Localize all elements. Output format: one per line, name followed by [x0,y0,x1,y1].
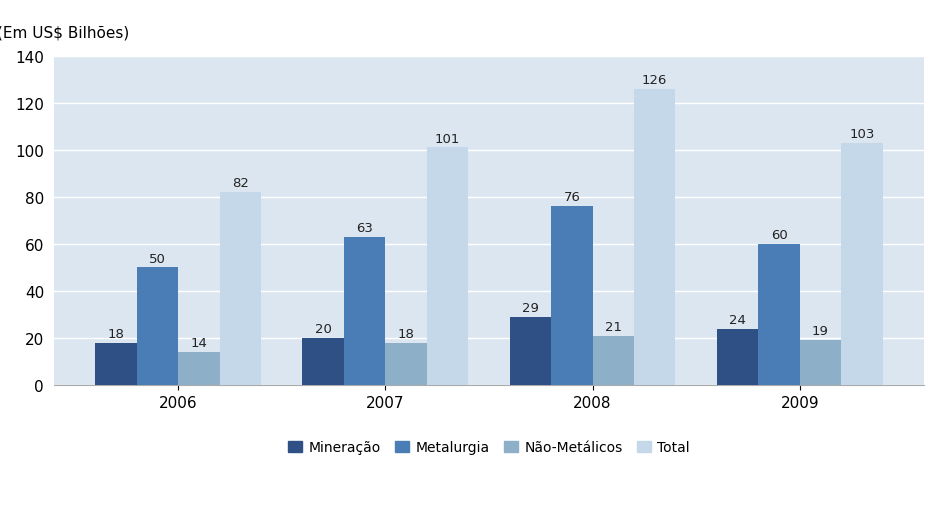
Text: 101: 101 [435,132,460,145]
Text: 18: 18 [398,327,414,340]
Bar [178,352,220,385]
Bar [759,244,800,385]
Bar [800,340,842,385]
Bar [592,336,634,385]
Text: 18: 18 [108,327,125,340]
Text: (Em US$ Bilhões): (Em US$ Bilhões) [0,25,129,40]
Text: 19: 19 [812,325,829,338]
Text: 76: 76 [563,191,580,204]
Text: 103: 103 [849,128,874,140]
Text: 21: 21 [605,320,622,333]
Text: 126: 126 [642,74,668,86]
Bar [220,193,261,385]
Text: 50: 50 [149,252,166,265]
Text: 82: 82 [232,177,249,190]
Bar [385,343,426,385]
Bar [717,329,759,385]
Bar [551,207,592,385]
Text: 20: 20 [315,323,331,335]
Text: 60: 60 [771,229,788,241]
Bar [842,143,883,385]
Text: 24: 24 [729,313,746,326]
Bar [95,343,137,385]
Text: 29: 29 [522,301,539,314]
Bar [509,317,551,385]
Bar [634,89,675,385]
Text: 14: 14 [191,336,208,349]
Legend: Mineração, Metalurgia, Não-Metálicos, Total: Mineração, Metalurgia, Não-Metálicos, To… [282,435,695,460]
Text: 63: 63 [357,222,373,234]
Bar [426,148,468,385]
Bar [137,268,178,385]
Bar [344,237,385,385]
Bar [303,338,344,385]
